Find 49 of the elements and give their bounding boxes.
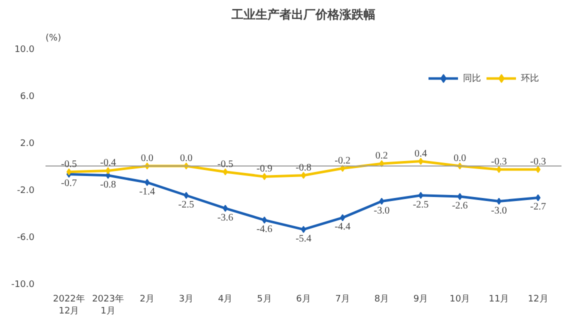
data-label: -2.5 [178, 199, 194, 210]
y-tick-label: 6.0 [20, 92, 35, 102]
data-label: -0.9 [256, 164, 272, 175]
data-label: -0.8 [296, 162, 312, 174]
data-label: 0.0 [180, 153, 192, 164]
data-label: 0.2 [375, 150, 388, 162]
data-label: -0.5 [61, 158, 77, 170]
x-tick-label: 2022年 12月 [53, 294, 85, 316]
x-tick-label: 7月 [335, 294, 350, 304]
data-label: -2.5 [412, 199, 429, 210]
data-label: -1.4 [139, 186, 156, 198]
x-tick-label: 11月 [488, 294, 510, 304]
x-tick-label: 10月 [450, 294, 470, 304]
x-tick-label: 4月 [218, 294, 233, 304]
chart-title: 工业生产者出厂价格涨跌幅 [230, 8, 376, 22]
data-label: 0.0 [454, 153, 466, 164]
data-label: -4.4 [334, 222, 351, 233]
data-label: -0.3 [491, 156, 507, 168]
data-label: 0.0 [140, 153, 154, 164]
x-tick-label: 9月 [413, 294, 428, 304]
data-label: -5.4 [296, 233, 312, 244]
legend-label: 同比 [463, 72, 482, 84]
data-label: 0.4 [414, 148, 428, 160]
data-label: -0.8 [100, 179, 116, 190]
data-label: -0.2 [334, 155, 351, 166]
data-label: -0.3 [530, 156, 546, 168]
y-tick-label: -6.0 [16, 233, 35, 243]
x-tick-label: 5月 [257, 294, 272, 304]
data-label: -0.4 [100, 158, 116, 169]
data-label: -0.5 [217, 158, 234, 170]
y-tick-label: 10.0 [14, 45, 35, 55]
legend-label: 环比 [521, 72, 540, 84]
x-tick-label: 3月 [178, 294, 194, 304]
x-tick-label: 2月 [140, 294, 155, 304]
data-label: -4.6 [256, 224, 272, 236]
y-axis-title: (%) [46, 34, 62, 44]
y-tick-label: -10.0 [11, 280, 35, 290]
y-tick-label: 2.0 [20, 139, 35, 149]
data-label: -0.7 [61, 178, 77, 190]
data-label: -2.7 [530, 202, 546, 213]
y-tick-label: -2.0 [16, 186, 35, 196]
x-tick-label: 8月 [374, 294, 390, 304]
data-label: -2.6 [452, 200, 468, 212]
data-label: -3.0 [491, 205, 507, 216]
data-label: -3.6 [217, 212, 234, 224]
data-label: -3.0 [374, 205, 390, 216]
x-tick-label: 6月 [296, 294, 311, 304]
x-tick-label: 2023年 1月 [92, 294, 124, 316]
x-tick-label: 12月 [528, 294, 548, 304]
